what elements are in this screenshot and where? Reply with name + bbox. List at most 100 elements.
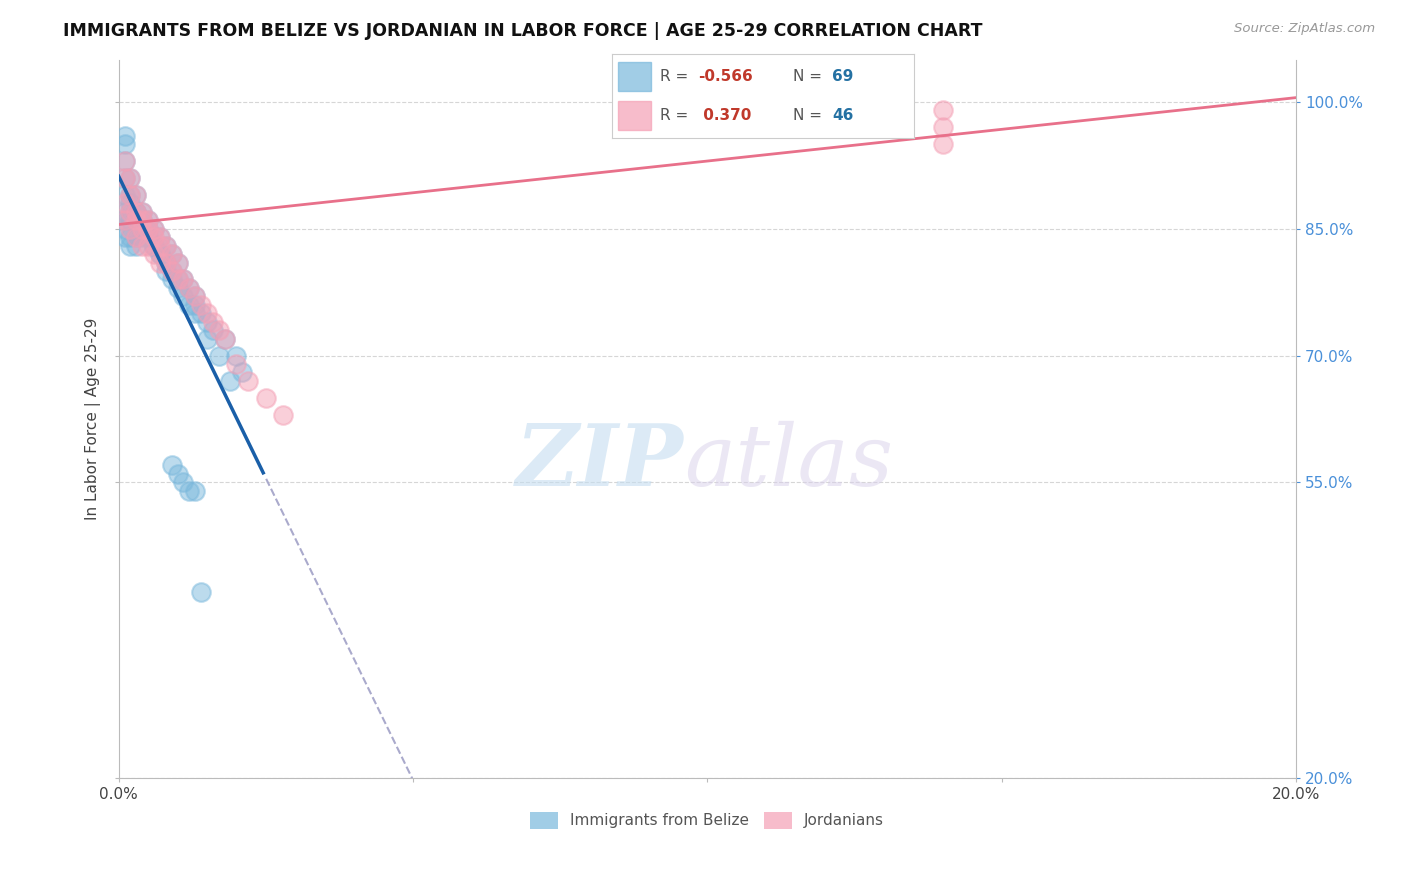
Text: atlas: atlas [683, 421, 893, 503]
Point [143, 247, 166, 261]
Point [131, 221, 153, 235]
Point [125, 204, 148, 219]
Point [120, 187, 142, 202]
Text: R =: R = [659, 108, 693, 123]
Text: IMMIGRANTS FROM BELIZE VS JORDANIAN IN LABOR FORCE | AGE 25-29 CORRELATION CHART: IMMIGRANTS FROM BELIZE VS JORDANIAN IN L… [63, 22, 983, 40]
Point [120, 171, 142, 186]
Point [166, 255, 188, 269]
Text: R =: R = [659, 69, 693, 84]
Point [155, 255, 177, 269]
Point [136, 221, 159, 235]
Point [149, 247, 172, 261]
Point [160, 458, 183, 473]
Point [136, 230, 159, 244]
Point [195, 306, 218, 320]
Point [179, 298, 201, 312]
Text: ZIP: ZIP [516, 420, 683, 504]
Point [131, 221, 153, 235]
Point [120, 204, 142, 219]
Point [166, 272, 188, 286]
Text: 69: 69 [832, 69, 853, 84]
Point [166, 255, 188, 269]
Point [114, 154, 136, 169]
Point [120, 187, 142, 202]
Point [114, 213, 136, 227]
Point [214, 332, 236, 346]
Text: 46: 46 [832, 108, 853, 123]
Text: N =: N = [793, 69, 827, 84]
Point [120, 238, 142, 252]
Point [931, 103, 953, 118]
Point [190, 298, 212, 312]
Point [114, 230, 136, 244]
Point [131, 221, 153, 235]
Bar [617, 101, 651, 130]
Point [214, 332, 236, 346]
Point [120, 230, 142, 244]
Point [125, 230, 148, 244]
Point [125, 187, 148, 202]
Point [931, 137, 953, 152]
Point [120, 221, 142, 235]
Point [114, 171, 136, 186]
Point [225, 357, 247, 371]
Legend: Immigrants from Belize, Jordanians: Immigrants from Belize, Jordanians [524, 805, 890, 835]
Point [155, 255, 177, 269]
Point [201, 315, 224, 329]
Point [172, 272, 194, 286]
Point [184, 298, 207, 312]
Point [120, 213, 142, 227]
Point [136, 238, 159, 252]
Point [166, 272, 188, 286]
Point [120, 196, 142, 211]
Point [120, 204, 142, 219]
Point [131, 204, 153, 219]
Point [184, 483, 207, 498]
Point [179, 483, 201, 498]
Point [143, 238, 166, 252]
Point [136, 213, 159, 227]
Point [155, 238, 177, 252]
Point [149, 230, 172, 244]
Point [149, 238, 172, 252]
Point [114, 204, 136, 219]
Text: -0.566: -0.566 [697, 69, 752, 84]
Point [179, 281, 201, 295]
Point [143, 221, 166, 235]
Point [225, 349, 247, 363]
Point [219, 374, 242, 388]
Point [149, 247, 172, 261]
Point [131, 204, 153, 219]
Point [195, 315, 218, 329]
Point [201, 323, 224, 337]
Point [166, 467, 188, 481]
Point [114, 213, 136, 227]
Point [236, 374, 259, 388]
Point [160, 247, 183, 261]
Point [125, 204, 148, 219]
Point [131, 213, 153, 227]
Point [125, 187, 148, 202]
Text: Source: ZipAtlas.com: Source: ZipAtlas.com [1234, 22, 1375, 36]
Point [125, 230, 148, 244]
Point [114, 221, 136, 235]
Point [143, 221, 166, 235]
Point [114, 154, 136, 169]
Point [172, 475, 194, 490]
Text: N =: N = [793, 108, 827, 123]
Point [114, 171, 136, 186]
Point [136, 230, 159, 244]
Point [179, 281, 201, 295]
Point [131, 230, 153, 244]
Point [184, 289, 207, 303]
Point [190, 306, 212, 320]
Point [125, 213, 148, 227]
Point [114, 187, 136, 202]
Point [143, 230, 166, 244]
Point [155, 264, 177, 278]
Point [160, 272, 183, 286]
Point [184, 306, 207, 320]
Point [931, 120, 953, 135]
Point [125, 213, 148, 227]
Point [114, 196, 136, 211]
